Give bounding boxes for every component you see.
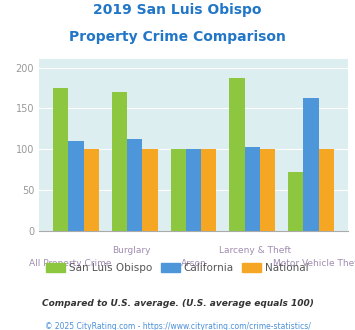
Bar bbox=[260, 149, 275, 231]
Text: Compared to U.S. average. (U.S. average equals 100): Compared to U.S. average. (U.S. average … bbox=[42, 299, 313, 308]
Text: 2019 San Luis Obispo: 2019 San Luis Obispo bbox=[93, 3, 262, 17]
Text: Burglary: Burglary bbox=[113, 246, 151, 255]
Text: Property Crime Comparison: Property Crime Comparison bbox=[69, 30, 286, 44]
Bar bbox=[53, 88, 69, 231]
Bar bbox=[127, 139, 142, 231]
Text: Motor Vehicle Theft: Motor Vehicle Theft bbox=[273, 259, 355, 268]
Bar bbox=[201, 149, 217, 231]
Text: Arson: Arson bbox=[181, 259, 206, 268]
Bar bbox=[318, 149, 334, 231]
Bar bbox=[288, 172, 303, 231]
Bar bbox=[303, 98, 318, 231]
Bar bbox=[170, 149, 186, 231]
Bar bbox=[245, 147, 260, 231]
Bar bbox=[112, 92, 127, 231]
Text: Larceny & Theft: Larceny & Theft bbox=[219, 246, 291, 255]
Legend: San Luis Obispo, California, National: San Luis Obispo, California, National bbox=[42, 258, 313, 277]
Bar bbox=[142, 149, 158, 231]
Text: © 2025 CityRating.com - https://www.cityrating.com/crime-statistics/: © 2025 CityRating.com - https://www.city… bbox=[45, 322, 310, 330]
Bar bbox=[84, 149, 99, 231]
Bar bbox=[229, 78, 245, 231]
Text: All Property Crime: All Property Crime bbox=[29, 259, 111, 268]
Bar bbox=[69, 141, 84, 231]
Bar bbox=[186, 149, 201, 231]
